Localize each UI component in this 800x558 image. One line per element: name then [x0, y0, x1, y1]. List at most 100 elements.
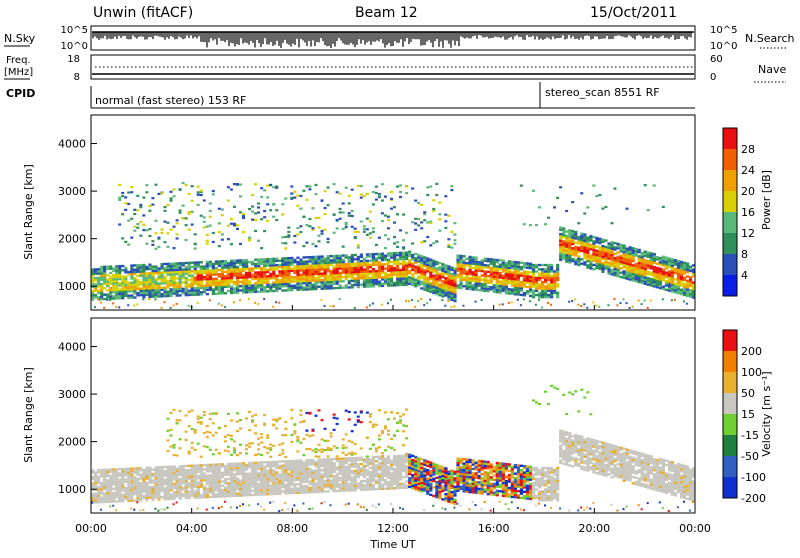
- power-cell: [269, 284, 272, 286]
- power-cell: [408, 263, 411, 265]
- power-cell: [541, 281, 544, 283]
- velocity-cell: [318, 467, 321, 469]
- power-cell: [396, 273, 399, 275]
- power-cell: [236, 279, 239, 281]
- power-cell: [118, 278, 121, 280]
- power-cell: [553, 279, 556, 281]
- power-cell: [417, 269, 420, 271]
- power-cell: [221, 273, 224, 275]
- power-cell: [354, 237, 357, 239]
- power-cell: [565, 260, 568, 262]
- velocity-cell: [269, 474, 272, 476]
- power-cell: [484, 283, 487, 285]
- power-cell: [124, 202, 127, 204]
- power-cell: [656, 258, 659, 260]
- power-cell: [490, 273, 493, 275]
- power-cell: [224, 286, 227, 288]
- power-cell: [465, 273, 468, 275]
- power-cell: [493, 259, 496, 261]
- power-cell: [459, 265, 462, 267]
- velocity-cell: [118, 498, 121, 500]
- power-cell: [574, 261, 577, 263]
- power-cell: [475, 289, 478, 291]
- power-cell: [167, 204, 170, 206]
- velocity-cell: [260, 476, 263, 478]
- power-cell: [106, 266, 109, 268]
- power-cell: [221, 260, 224, 262]
- freq-series: [92, 67, 694, 74]
- power-cell: [148, 274, 151, 276]
- power-cell: [115, 265, 118, 267]
- power-cell: [245, 289, 248, 291]
- velocity-cell: [251, 477, 254, 479]
- power-cell: [242, 287, 245, 289]
- power-cell: [130, 264, 133, 266]
- power-cell: [94, 306, 96, 308]
- power-cell: [321, 258, 324, 260]
- power-cell: [490, 271, 493, 273]
- power-cell: [396, 278, 399, 280]
- velocity-cell: [275, 420, 278, 422]
- power-cell: [145, 287, 148, 289]
- power-cell: [432, 292, 435, 294]
- power-cell: [456, 267, 459, 269]
- power-cell: [167, 282, 170, 284]
- velocity-cell: [100, 509, 102, 511]
- power-cell: [475, 282, 478, 284]
- power-cell: [595, 237, 598, 239]
- velocity-cell: [124, 478, 127, 480]
- power-cell: [127, 282, 130, 284]
- power-cell: [641, 252, 644, 254]
- velocity-cell: [269, 476, 272, 478]
- power-cell: [586, 260, 589, 262]
- power-cell: [613, 270, 616, 272]
- velocity-cell: [173, 468, 176, 470]
- power-cell: [130, 282, 133, 284]
- power-cell: [387, 216, 390, 218]
- velocity-cell: [148, 482, 151, 484]
- power-cell: [103, 274, 106, 276]
- velocity-cell: [139, 482, 142, 484]
- power-cell: [97, 281, 100, 283]
- velocity-cell: [94, 473, 97, 475]
- power-cell: [668, 272, 671, 274]
- power-cell: [595, 241, 598, 243]
- power-cell: [393, 267, 396, 269]
- power-cell: [432, 281, 435, 283]
- power-cell: [393, 222, 396, 224]
- power-cell: [647, 264, 650, 266]
- velocity-cell: [197, 490, 200, 492]
- velocity-cell: [118, 492, 121, 494]
- power-cell: [529, 263, 532, 265]
- power-cell: [266, 220, 269, 222]
- velocity-cell: [269, 467, 272, 469]
- velocity-cell: [109, 479, 112, 481]
- power-cell: [475, 284, 478, 286]
- power-cell: [565, 230, 568, 232]
- power-cell: [330, 272, 333, 274]
- power-cell: [100, 266, 103, 268]
- power-cell: [417, 300, 419, 302]
- power-cell: [281, 279, 284, 281]
- power-cell: [278, 275, 281, 277]
- power-cell: [145, 285, 148, 287]
- power-cell: [475, 278, 478, 280]
- power-cell: [601, 207, 604, 209]
- power-cell: [305, 278, 308, 280]
- power-cell: [568, 244, 571, 246]
- power-cell: [444, 266, 447, 268]
- velocity-cell: [266, 491, 269, 493]
- freq-tick-high: 18: [67, 54, 80, 65]
- velocity-cell: [311, 449, 314, 451]
- power-cell: [314, 258, 317, 260]
- power-cell: [263, 262, 266, 264]
- power-cell: [170, 275, 173, 277]
- power-cell: [659, 272, 662, 274]
- velocity-cell: [157, 479, 160, 481]
- power-cell: [200, 215, 203, 217]
- velocity-cell: [272, 476, 275, 478]
- power-cell: [308, 188, 311, 190]
- power-cell: [544, 223, 547, 225]
- velocity-cell: [203, 479, 206, 481]
- velocity-cell: [299, 485, 302, 487]
